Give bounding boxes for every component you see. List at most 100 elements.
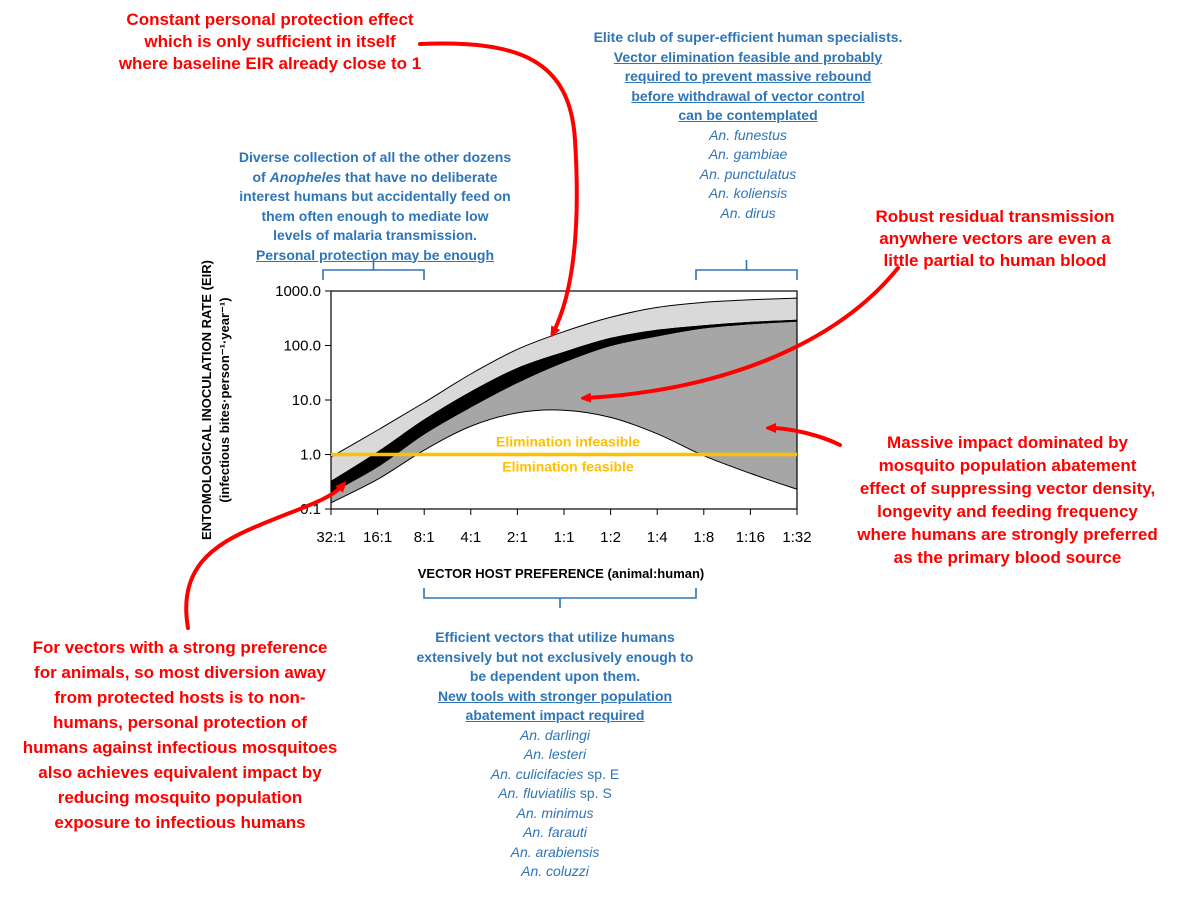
note-underlined: Vector elimination feasible and probably	[613, 48, 883, 65]
label-elimination-infeasible: Elimination infeasible	[496, 434, 640, 450]
y-tick-label: 100.0	[283, 338, 321, 355]
species-name: An. minimus	[345, 804, 765, 824]
note-line: effect of suppressing vector density,	[859, 479, 1156, 498]
efficient-vectors-note: Efficient vectors that utilize humans ex…	[345, 628, 765, 882]
note-line: extensively but not exclusively enough t…	[416, 648, 694, 665]
genus-name: Anopheles	[269, 168, 342, 185]
note-line: humans against infectious mosquitoes	[22, 738, 338, 757]
animal-preference-note: For vectors with a strong preference for…	[5, 635, 355, 835]
note-line: where humans are strongly preferred	[857, 525, 1158, 544]
species-italic: An. culicifacies	[490, 765, 584, 782]
note-underlined: New tools with stronger population	[437, 687, 673, 704]
human-specialists-note: Elite club of super-efficient human spec…	[528, 28, 968, 223]
other-anopheles-note: Diverse collection of all the other doze…	[175, 148, 575, 265]
x-tick-label: 8:1	[414, 529, 435, 546]
range-brackets	[322, 260, 798, 608]
note-line: of Anopheles that have no deliberate	[175, 168, 575, 188]
x-axis-title: VECTOR HOST PREFERENCE (animal:human)	[418, 566, 705, 581]
personal-protection-note: Constant personal protection effect whic…	[60, 9, 480, 75]
note-line: which is only sufficient in itself	[144, 32, 396, 51]
species-suffix: sp. E	[583, 765, 620, 782]
x-tick-label: 2:1	[507, 529, 528, 546]
note-line: little partial to human blood	[883, 251, 1107, 270]
threshold-line: Elimination infeasible Elimination feasib…	[331, 434, 797, 475]
arrow-residual-transmission	[585, 266, 900, 398]
y-tick-label: 10.0	[292, 392, 321, 409]
y-tick-label: 1000.0	[275, 283, 321, 300]
x-tick-label: 1:2	[600, 529, 621, 546]
species-name: An. coluzzi	[345, 862, 765, 882]
note-line: longevity and feeding frequency	[877, 502, 1138, 521]
y-axis-title-line1: ENTOMOLOGICAL INOCULATION RATE (EIR)	[199, 260, 214, 540]
note-line: mosquito population abatement	[878, 456, 1137, 475]
note-fragment: of	[252, 168, 270, 185]
species-name: An. gambiae	[708, 146, 788, 162]
x-tick-label: 16:1	[363, 529, 392, 546]
note-line: from protected hosts is to non-	[54, 688, 306, 707]
x-tick-label: 4:1	[460, 529, 481, 546]
species-italic: An. coluzzi	[521, 863, 589, 879]
x-tick-label: 1:1	[554, 529, 575, 546]
x-tick-label: 1:32	[782, 529, 811, 546]
x-tick-label: 1:4	[647, 529, 668, 546]
species-name: An. arabiensis	[345, 843, 765, 863]
label-elimination-feasible: Elimination feasible	[502, 459, 634, 475]
note-underlined: Personal protection may be enough	[255, 246, 495, 263]
species-name: An. darlingi	[345, 726, 765, 746]
note-line: interest humans but accidentally feed on	[239, 188, 511, 204]
species-name: An. koliensis	[708, 185, 788, 201]
note-line: reducing mosquito population	[57, 788, 303, 807]
range-bracket	[423, 588, 697, 608]
species-name: An. farauti	[345, 823, 765, 843]
note-line: for animals, so most diversion away	[34, 663, 326, 682]
note-line: where baseline EIR already close to 1	[118, 54, 422, 73]
note-line: Massive impact dominated by	[887, 433, 1128, 452]
species-name: An. punctulatus	[699, 165, 797, 182]
range-bracket	[695, 260, 798, 280]
note-heading: Elite club of super-efficient human spec…	[593, 29, 903, 45]
note-line: them often enough to mediate low	[261, 207, 489, 224]
note-underlined: can be contemplated	[678, 107, 818, 123]
residual-transmission-note: Robust residual transmission anywhere ve…	[830, 206, 1160, 272]
range-bracket	[322, 260, 425, 280]
note-line: Efficient vectors that utilize humans	[435, 629, 675, 645]
note-line: also achieves equivalent impact by	[38, 763, 322, 782]
note-line: Constant personal protection effect	[126, 10, 414, 29]
species-italic: An. farauti	[523, 824, 587, 840]
note-fragment: that have no deliberate	[341, 168, 498, 185]
x-tick-label: 1:16	[736, 529, 765, 546]
species-name: An. dirus	[720, 204, 776, 221]
note-line: as the primary blood source	[893, 548, 1122, 567]
note-line: Robust residual transmission	[875, 207, 1115, 226]
note-line: Diverse collection of all the other doze…	[238, 149, 512, 165]
species-name: An. fluviatilis sp. S	[345, 784, 765, 804]
species-name: An. funestus	[709, 126, 787, 143]
note-underlined: before withdrawal of vector control	[631, 87, 865, 104]
species-italic: An. minimus	[516, 804, 594, 821]
arrow-personal-protection	[418, 41, 579, 333]
species-italic: An. lesteri	[523, 746, 587, 762]
species-name: An. culicifacies sp. E	[345, 765, 765, 785]
y-tick-label: 1.0	[300, 447, 321, 464]
species-italic: An. fluviatilis	[498, 785, 576, 801]
arrow-animal-preference	[184, 485, 343, 630]
annotation-arrows	[184, 41, 900, 630]
note-line: anywhere vectors are even a	[879, 229, 1111, 248]
arrow-massive-impact	[770, 428, 842, 447]
note-underlined: required to prevent massive rebound	[624, 68, 872, 84]
note-line: For vectors with a strong preference	[32, 638, 328, 657]
species-suffix: sp. S	[576, 785, 612, 801]
note-line: be dependent upon them.	[469, 668, 641, 684]
note-line: exposure to infectious humans	[54, 813, 306, 832]
note-underlined: abatement impact required	[465, 707, 645, 723]
species-italic: An. darlingi	[519, 726, 591, 743]
note-line: humans, personal protection of	[52, 713, 308, 732]
species-italic: An. arabiensis	[510, 843, 600, 860]
x-tick-label: 1:8	[693, 529, 714, 546]
species-name: An. lesteri	[345, 745, 765, 765]
y-axis-title-line2: (infectious bites·person⁻¹·year⁻¹)	[217, 297, 232, 502]
x-tick-label: 32:1	[316, 529, 345, 546]
note-line: levels of malaria transmission.	[273, 227, 477, 243]
